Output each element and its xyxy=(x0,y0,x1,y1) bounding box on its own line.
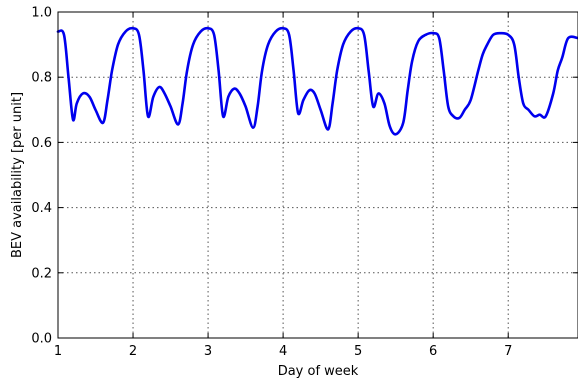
x-tick-label: 4 xyxy=(279,344,287,359)
y-tick-label: 0.2 xyxy=(31,266,52,281)
x-tick-label: 2 xyxy=(129,344,137,359)
series-line xyxy=(56,26,578,136)
y-tick-label: 0.0 xyxy=(31,332,52,347)
y-tick-label: 0.4 xyxy=(31,201,52,216)
x-tick-label: 3 xyxy=(204,344,212,359)
y-axis-label: BEV availability [per unit] xyxy=(10,92,25,258)
x-tick-label: 7 xyxy=(504,344,512,359)
y-tick-label: 0.8 xyxy=(31,71,52,86)
x-axis-label: Day of week xyxy=(278,364,359,378)
plot-frame xyxy=(57,11,578,339)
x-tick-label: 5 xyxy=(354,344,362,359)
plot-background xyxy=(58,12,578,338)
tick-labels: 1 2 3 4 5 6 7 0.0 0.2 0.4 0.6 0.8 1.0 xyxy=(31,6,512,360)
x-tick-label: 1 xyxy=(54,344,62,359)
y-tick-label: 0.6 xyxy=(31,136,52,151)
x-tick-label: 6 xyxy=(429,344,437,359)
y-tick-label: 1.0 xyxy=(31,6,52,21)
